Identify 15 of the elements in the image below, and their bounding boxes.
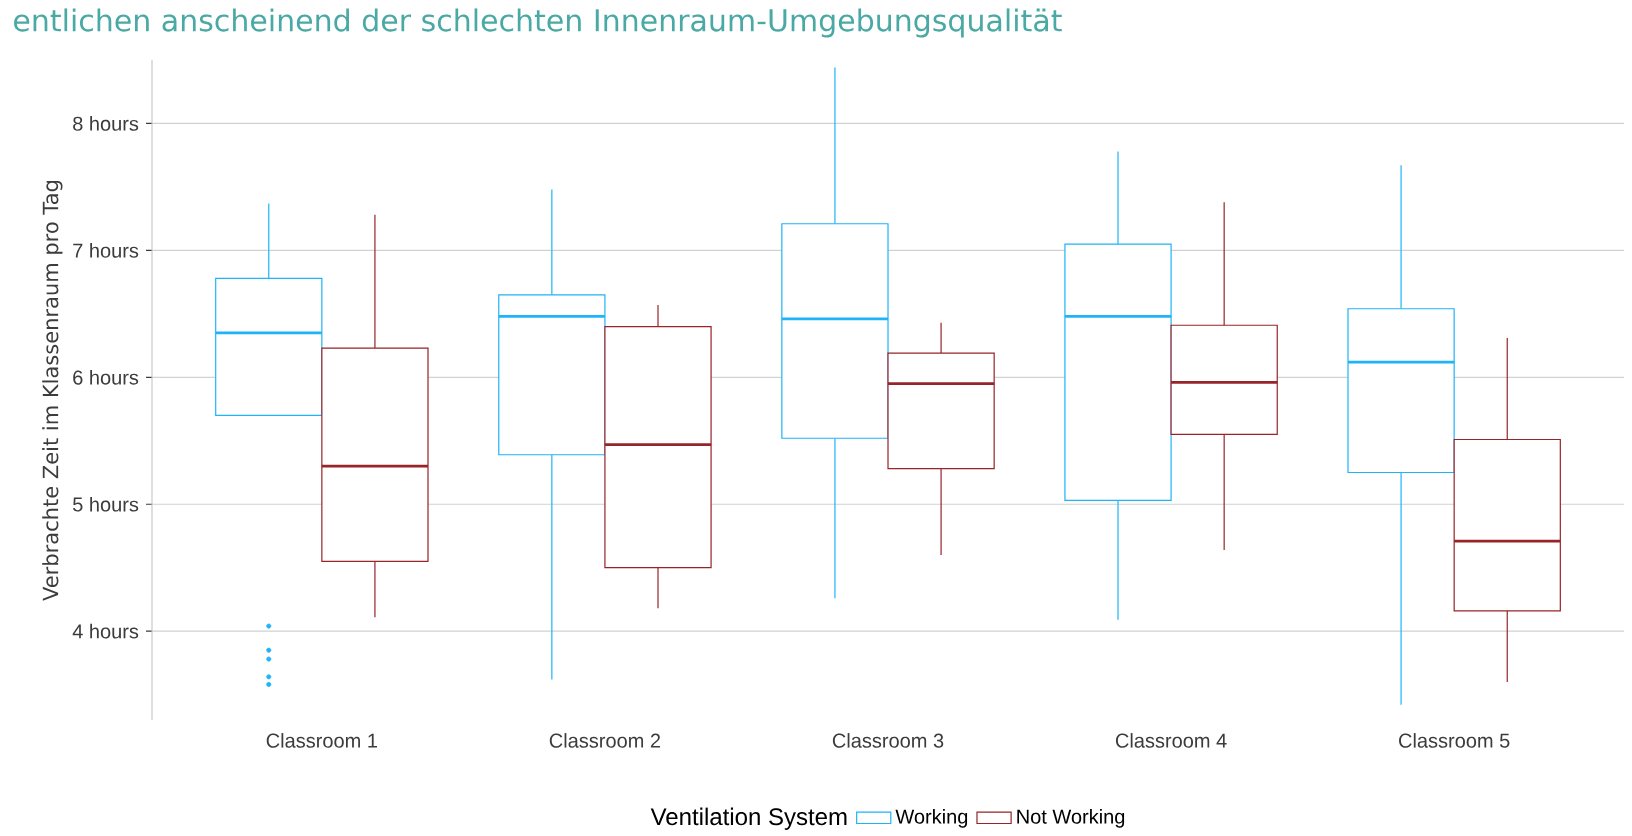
legend-title: Ventilation System <box>650 807 847 830</box>
y-tick-label: 8 hours <box>73 116 139 131</box>
legend-label: Working <box>895 809 968 828</box>
x-tick-label: Classroom 1 <box>266 733 377 748</box>
y-tick-label: 7 hours <box>73 243 139 258</box>
y-axis-title: Verbrachte Zeit im Klassenraum pro Tag <box>42 180 63 601</box>
y-tick-label: 5 hours <box>73 496 139 512</box>
x-tick-label: Classroom 5 <box>1399 733 1510 748</box>
legend-label: Not Working <box>1017 809 1125 828</box>
x-tick-label: Classroom 4 <box>1115 733 1227 748</box>
y-tick-label: 6 hours <box>73 369 139 385</box>
y-tick-label: 4 hours <box>72 623 139 639</box>
x-tick-label: Classroom 2 <box>549 733 661 748</box>
x-tick-label: Classroom 3 <box>832 733 944 748</box>
chart-title: entlichen anscheinend der schlechten Innenraum-Umgebungsqualität <box>14 8 1062 38</box>
